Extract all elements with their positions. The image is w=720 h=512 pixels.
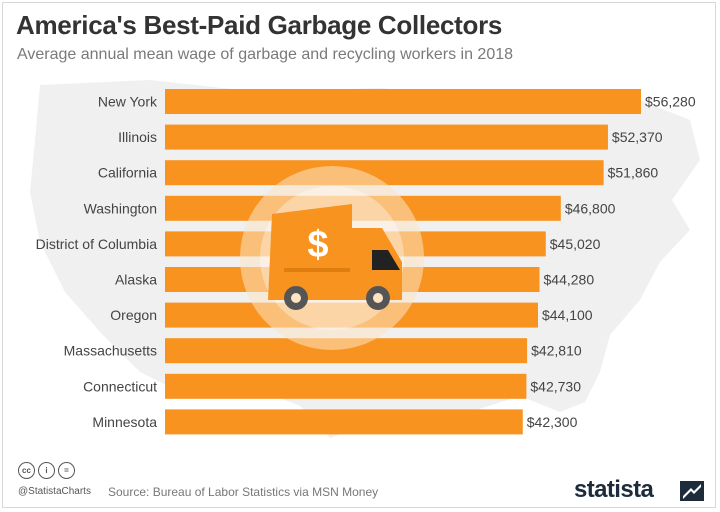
value-label: $42,300 — [527, 414, 578, 430]
value-label: $45,020 — [550, 236, 601, 252]
category-label: Alaska — [115, 272, 157, 288]
truck-window — [372, 250, 400, 270]
bar — [165, 373, 527, 399]
statista-logo-icon — [680, 481, 704, 501]
bar — [165, 89, 641, 114]
category-label: California — [98, 165, 157, 181]
category-label: Minnesota — [92, 414, 157, 430]
bar — [165, 160, 604, 186]
truck-body — [268, 204, 352, 300]
category-label: Illinois — [118, 129, 157, 145]
value-label: $44,280 — [544, 272, 595, 288]
value-label: $46,800 — [565, 200, 616, 216]
category-label: New York — [98, 94, 158, 110]
chart-title: America's Best-Paid Garbage Collectors — [16, 10, 503, 40]
value-label: $52,370 — [612, 129, 663, 145]
value-label: $51,860 — [608, 165, 659, 181]
value-labels: $56,280 $52,370 $51,860 $46,800 $45,020 $44,2… — [527, 94, 696, 430]
wheel-hub — [291, 293, 301, 303]
no-derivatives-icon: = — [58, 462, 75, 479]
category-label: Massachusetts — [64, 343, 157, 359]
category-label: District of Columbia — [36, 236, 158, 252]
value-label: $56,280 — [645, 94, 696, 110]
chart-subtitle: Average annual mean wage of garbage and … — [17, 46, 514, 63]
license-icons: cc i = — [18, 462, 75, 479]
truck-icon: $ — [268, 204, 402, 310]
category-labels: New York Illinois California Washington Dist… — [36, 94, 158, 430]
social-handle: @StatistaCharts — [18, 486, 91, 497]
attribution-icon: i — [38, 462, 55, 479]
category-label: Connecticut — [83, 378, 157, 394]
garbage-truck-emblem: $ — [240, 166, 424, 350]
value-label: $44,100 — [542, 307, 593, 323]
value-label: $42,810 — [531, 343, 582, 359]
wheel-hub — [373, 293, 383, 303]
dollar-icon: $ — [307, 224, 328, 266]
value-label: $42,730 — [530, 378, 581, 394]
cc-icon: cc — [18, 462, 35, 479]
truck-stripe — [284, 268, 350, 272]
bar — [165, 409, 523, 435]
source-note: Source: Bureau of Labor Statistics via M… — [108, 485, 379, 499]
bar — [165, 124, 608, 150]
category-label: Washington — [84, 200, 157, 216]
statista-logo: statista — [574, 476, 654, 503]
category-label: Oregon — [110, 307, 157, 323]
